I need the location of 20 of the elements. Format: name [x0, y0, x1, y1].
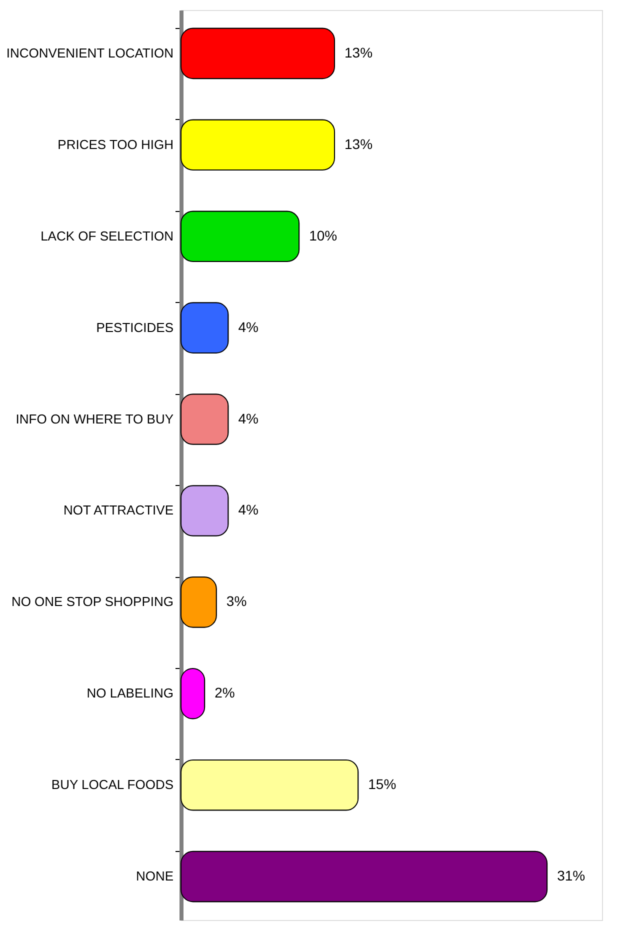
y-tick-label: INFO ON WHERE TO BUY — [16, 411, 174, 426]
y-tick-label: PRICES TOO HIGH — [58, 136, 174, 152]
data-label: 31% — [557, 868, 586, 884]
data-label: 13% — [344, 136, 373, 152]
y-tick-label: LACK OF SELECTION — [40, 228, 174, 244]
y-tick-label: NOT ATTRACTIVE — [63, 502, 174, 518]
data-label: 13% — [344, 44, 373, 60]
data-label: 15% — [368, 776, 396, 792]
data-label: 4% — [238, 318, 258, 335]
y-tick-label: BUY LOCAL FOODS — [51, 777, 174, 792]
data-label: 4% — [238, 410, 258, 426]
data-label: 3% — [226, 593, 247, 610]
y-tick-label: INCONVENIENT LOCATION — [6, 45, 174, 60]
data-label: 2% — [214, 684, 235, 701]
data-label: 4% — [238, 502, 258, 518]
y-tick-label: NO LABELING — [86, 686, 174, 701]
y-tick-label: NONE — [136, 868, 174, 884]
y-tick-label: NO ONE STOP SHOPPING — [11, 594, 174, 610]
y-tick-label: PESTICIDES — [96, 320, 174, 335]
data-label: 10% — [309, 227, 338, 244]
